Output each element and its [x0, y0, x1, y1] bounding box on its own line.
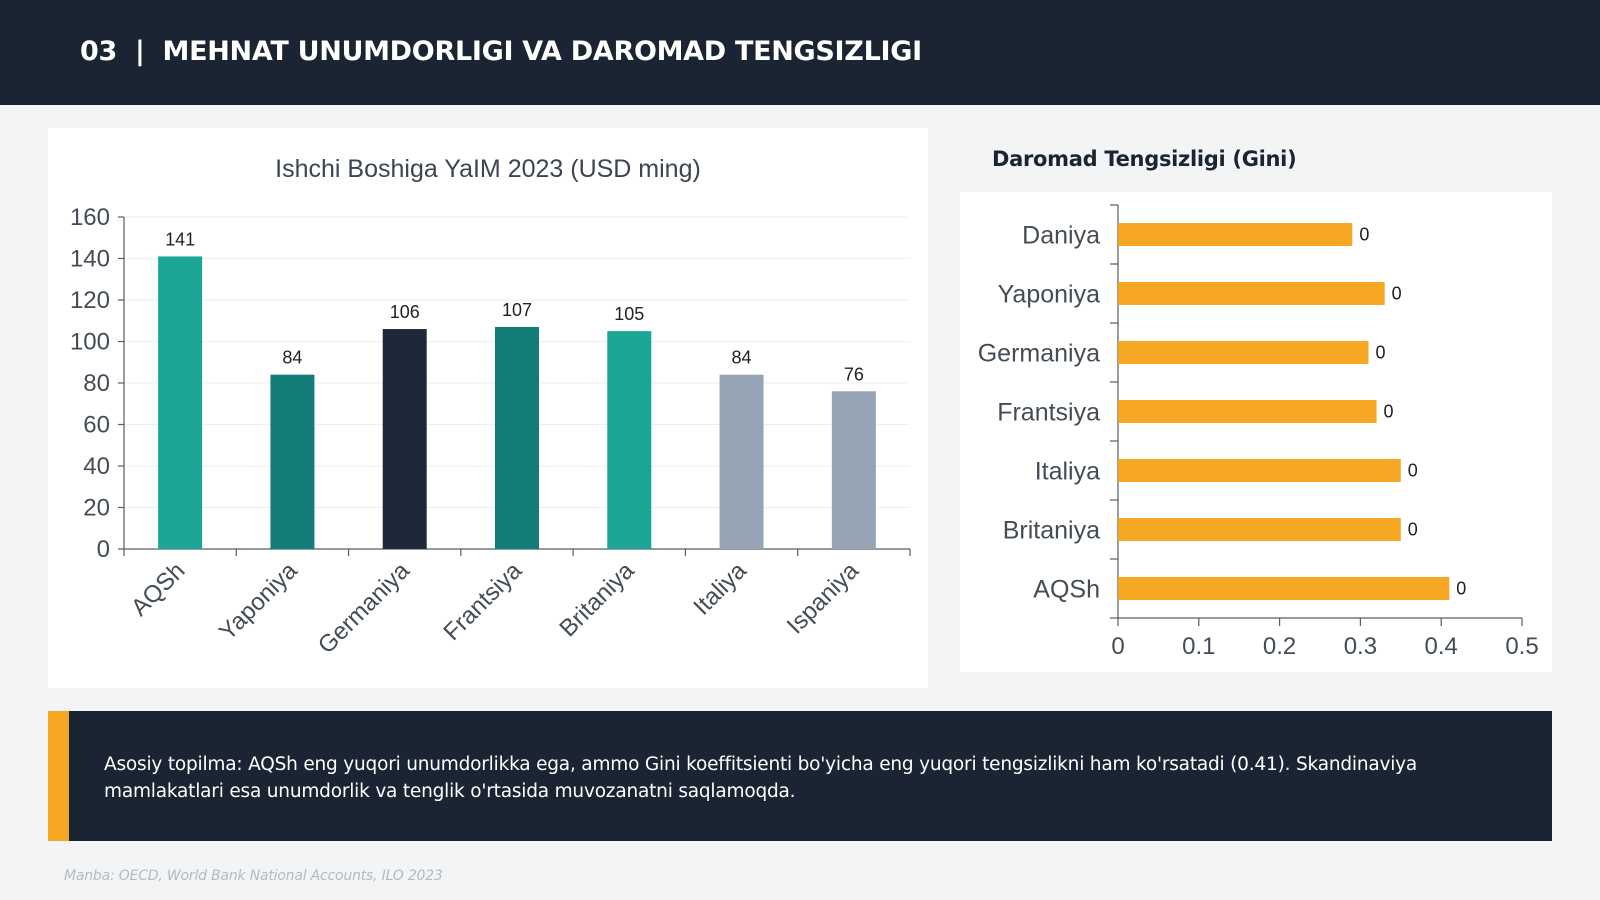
bar-frantsiya: [495, 326, 539, 549]
callout-accent-bar: [48, 711, 69, 841]
title-separator: |: [134, 36, 145, 67]
bar-value-label: 106: [390, 302, 420, 322]
bar-value-label: 0: [1408, 520, 1418, 540]
chart-title: Ishchi Boshiga YaIM 2023 (USD ming): [275, 155, 701, 183]
key-finding-text: Asosiy topilma: AQSh eng yuqori unumdorl…: [104, 754, 1418, 802]
y-tick-label: Germaniya: [978, 340, 1100, 368]
y-tick-label: 160: [70, 204, 110, 231]
bar-value-label: 0: [1375, 343, 1385, 363]
x-tick-label: 0.2: [1263, 633, 1296, 660]
x-tick-label: 0.3: [1344, 633, 1377, 660]
bar-frantsiya: [1118, 400, 1377, 423]
page-title: 03 | MEHNAT UNUMDORLIGI VA DAROMAD TENGSIZ…: [80, 36, 922, 67]
x-tick-label: Frantsiya: [438, 557, 527, 646]
bar-value-label: 107: [502, 300, 532, 320]
y-tick-label: 80: [83, 370, 110, 397]
x-tick-label: 0: [1111, 633, 1124, 660]
bar-aqsh: [158, 256, 203, 549]
bar-britaniya: [607, 331, 652, 549]
y-tick-label: Daniya: [1022, 222, 1100, 250]
key-finding-callout: Asosiy topilma: AQSh eng yuqori unumdorl…: [48, 711, 1552, 841]
bar-germaniya: [1118, 341, 1369, 364]
gini-chart-title: Daromad Tengsizligi (Gini): [992, 147, 1297, 171]
y-tick-label: Frantsiya: [997, 399, 1100, 427]
bar-italiya: [1118, 459, 1401, 482]
bar-value-label: 0: [1392, 284, 1402, 304]
x-tick-label: Yaponiya: [214, 557, 303, 646]
bar-value-label: 76: [844, 364, 864, 384]
bar-value-label: 84: [732, 348, 752, 368]
x-tick-label: Germaniya: [313, 557, 416, 660]
y-tick-label: 40: [83, 453, 110, 480]
bar-value-label: 141: [165, 229, 195, 249]
x-tick-label: 0.5: [1505, 633, 1538, 660]
gini-chart-panel: 0 0.1 0.2 0.3 0.4 0.5 0 Daniya 0 Yaponiya 0 Germani…: [960, 192, 1552, 672]
bar-daniya: [1118, 223, 1353, 246]
x-tick-label: Italiya: [688, 557, 752, 621]
bar-value-label: 0: [1408, 461, 1418, 481]
y-tick-label: 20: [83, 495, 110, 522]
header-bar: 03 | MEHNAT UNUMDORLIGI VA DAROMAD TENGSIZ…: [0, 0, 1600, 105]
productivity-chart-panel: Ishchi Boshiga YaIM 2023 (USD ming) 0 20 40…: [48, 128, 928, 688]
bar-aqsh: [1118, 577, 1450, 600]
y-tick-label: 0: [97, 536, 110, 563]
bar-value-label: 0: [1359, 225, 1369, 245]
bar-yaponiya: [1118, 282, 1385, 305]
y-tick-label: 140: [70, 246, 110, 273]
bar-ispaniya: [831, 391, 876, 549]
y-tick-label: Yaponiya: [998, 281, 1100, 309]
x-tick-label: Britaniya: [554, 557, 640, 643]
bar-yaponiya: [270, 374, 315, 549]
section-number: 03: [80, 36, 117, 67]
productivity-bar-chart: Ishchi Boshiga YaIM 2023 (USD ming) 0 20 40…: [70, 155, 911, 660]
y-tick-label: Italiya: [1035, 458, 1100, 486]
x-tick-label: 0.4: [1425, 633, 1458, 660]
y-tick-label: 60: [83, 412, 110, 439]
bar-germaniya: [382, 329, 427, 549]
bar-value-label: 0: [1384, 402, 1394, 422]
gini-bar-chart: 0 0.1 0.2 0.3 0.4 0.5 0 Daniya 0 Yaponiya 0 Germani…: [978, 204, 1539, 660]
bar-value-label: 105: [614, 304, 644, 324]
bar-italiya: [719, 374, 764, 549]
x-tick-label: Ispaniya: [782, 557, 865, 640]
section-title: MEHNAT UNUMDORLIGI VA DAROMAD TENGSIZLIG…: [162, 36, 923, 67]
y-tick-label: Britaniya: [1003, 517, 1100, 545]
x-tick-label: 0.1: [1182, 633, 1215, 660]
y-tick-label: 120: [70, 287, 110, 314]
y-tick-label: AQSh: [1033, 576, 1100, 604]
bar-value-label: 0: [1456, 579, 1466, 599]
bar-britaniya: [1118, 518, 1401, 541]
y-tick-label: 100: [70, 329, 110, 356]
source-note: Manba: OECD, World Bank National Account…: [64, 868, 443, 884]
bar-value-label: 84: [282, 348, 302, 368]
x-tick-label: AQSh: [126, 557, 190, 621]
